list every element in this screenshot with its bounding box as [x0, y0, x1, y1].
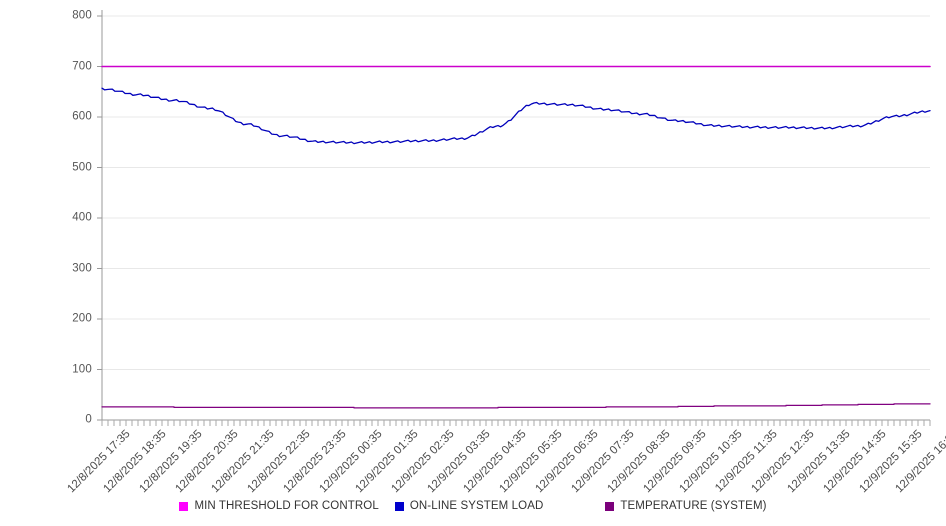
y-axis-tick-label: 800: [72, 9, 92, 22]
x-axis-tick-label: 12/8/2025 18:35: [101, 428, 169, 496]
x-axis-tick-label: 12/9/2025 10:35: [677, 428, 745, 496]
x-axis-tick-label: 12/9/2025 05:35: [497, 428, 565, 496]
x-axis-tick-label: 12/9/2025 01:35: [353, 428, 421, 496]
legend-swatch-icon: [605, 501, 615, 511]
x-axis-tick-label: 12/9/2025 14:35: [821, 428, 889, 496]
y-axis-tick-label: 600: [72, 110, 92, 123]
x-axis-tick-label: 12/9/2025 15:35: [857, 428, 925, 496]
y-axis-tick-labels: 0 100 200 300 400 500 600 700 800: [52, 0, 92, 430]
legend-item-label: ON-LINE SYSTEM LOAD: [409, 500, 544, 512]
series-line: [101, 403, 931, 409]
y-axis-tick-label: 0: [85, 413, 92, 426]
series-line: [101, 87, 931, 145]
y-axis-tick-label: 700: [72, 59, 92, 72]
gridlines: [102, 15, 930, 421]
x-axis-tick-label: 12/9/2025 07:35: [569, 428, 637, 496]
legend-item[interactable]: TEMPERATURE (SYSTEM): [605, 500, 766, 512]
x-axis-tick-label: 12/9/2025 00:35: [317, 428, 385, 496]
legend-item-label: TEMPERATURE (SYSTEM): [620, 500, 767, 512]
x-axis-tick-labels: 12/8/2025 17:35 12/8/2025 18:35 12/8/2025 …: [0, 422, 946, 502]
legend-swatch-icon: [394, 501, 404, 511]
y-axis-tick-label: 200: [72, 312, 92, 325]
x-axis-tick-label: 12/9/2025 09:35: [641, 428, 709, 496]
y-axis-tick-label: 300: [72, 261, 92, 274]
legend-swatch-icon: [179, 501, 189, 511]
x-axis-tick-label: 12/9/2025 03:35: [425, 428, 493, 496]
x-axis-tick-label: 12/9/2025 11:35: [713, 428, 781, 495]
chart-legend: MIN THRESHOLD FOR CONTROL ON-LINE SYSTEM …: [0, 494, 946, 518]
x-axis-tick-label: 12/9/2025 06:35: [533, 428, 601, 496]
legend-item[interactable]: ON-LINE SYSTEM LOAD: [394, 500, 544, 512]
x-axis-tick-label: 12/9/2025 08:35: [605, 428, 673, 496]
x-axis-tick-label: 12/8/2025 17:35: [65, 428, 133, 496]
plot-area: [97, 10, 931, 426]
x-axis-minor-ticks: [101, 420, 931, 426]
x-axis-tick-label: 12/8/2025 20:35: [173, 428, 241, 496]
x-axis-tick-label: 12/9/2025 12:35: [749, 428, 817, 496]
series-lines: [101, 65, 931, 409]
legend-item-label: MIN THRESHOLD FOR CONTROL: [194, 500, 379, 512]
x-axis-tick-label: 12/9/2025 04:35: [461, 428, 529, 496]
x-axis-tick-label: 12/9/2025 13:35: [785, 428, 853, 496]
x-axis-tick-label: 12/8/2025 21:35: [209, 428, 277, 496]
axis-lines: [97, 10, 930, 421]
x-axis-tick-label: 12/8/2025 19:35: [137, 428, 205, 496]
x-axis-tick-label: 12/9/2025 02:35: [389, 428, 457, 496]
y-axis-tick-label: 500: [72, 160, 92, 173]
x-axis-tick-label: 12/8/2025 23:35: [281, 428, 349, 496]
y-axis-tick-label: 400: [72, 211, 92, 224]
y-axis-tick-label: 100: [72, 362, 92, 375]
legend-item[interactable]: MIN THRESHOLD FOR CONTROL: [179, 500, 379, 512]
x-axis-tick-label: 12/8/2025 22:35: [245, 428, 313, 496]
